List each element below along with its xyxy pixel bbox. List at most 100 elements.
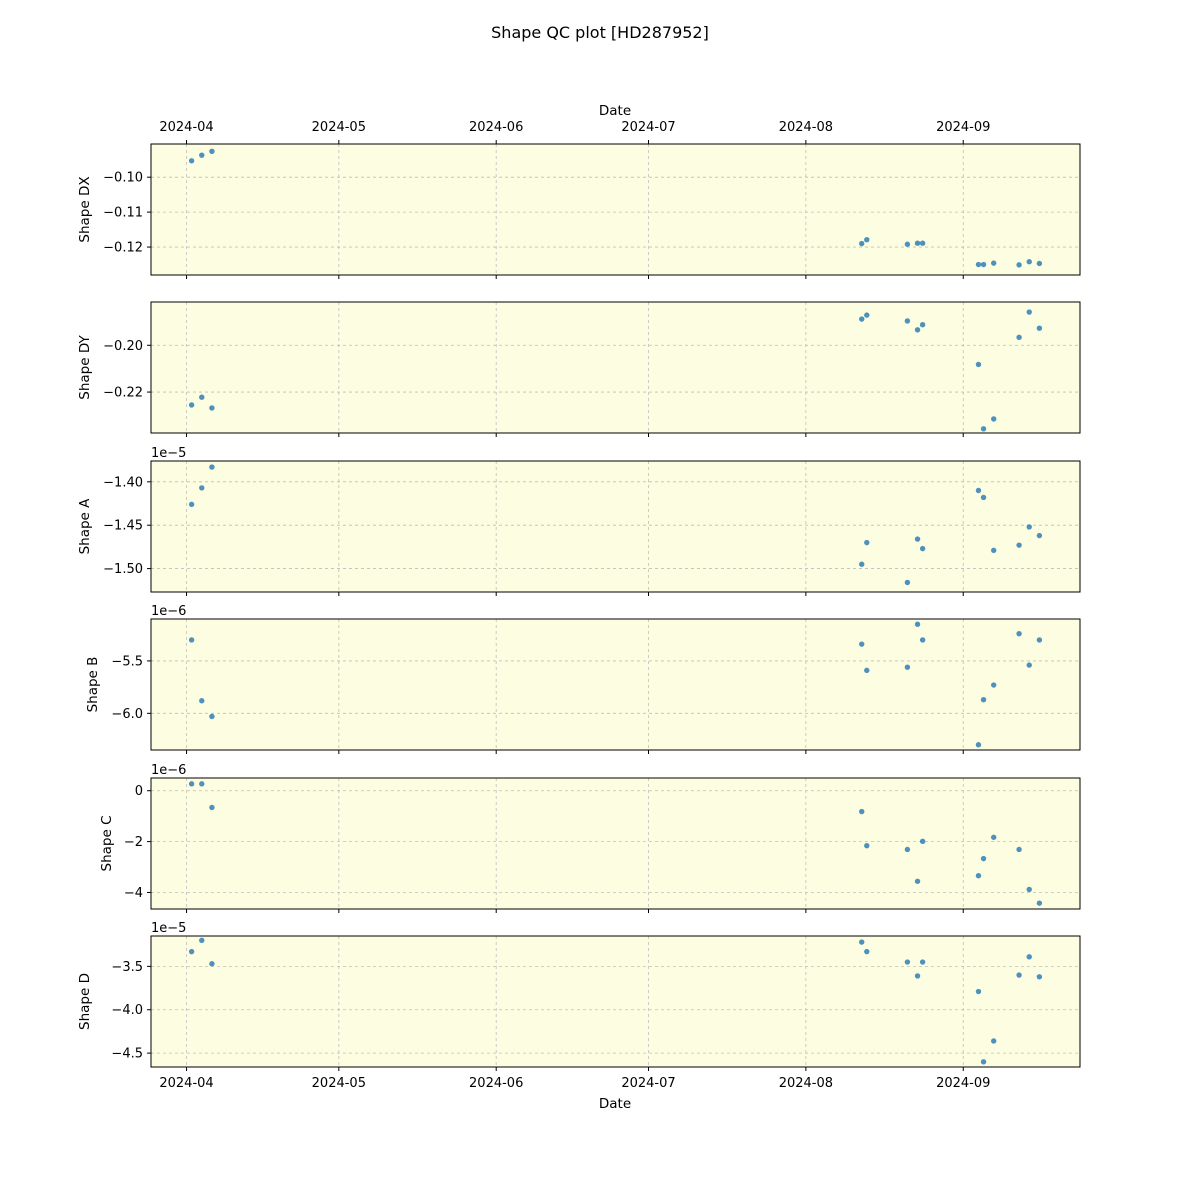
data-point: [990, 834, 997, 840]
panel-background: [151, 936, 1080, 1067]
panel-background: [151, 619, 1080, 750]
panel-background: [151, 778, 1080, 909]
y-axis-label: Shape D: [77, 973, 93, 1030]
data-point: [919, 240, 926, 246]
y-tick-label: −6.0: [111, 707, 143, 722]
data-point: [1036, 260, 1043, 267]
data-point: [904, 318, 911, 324]
panel-shape-a: −1.50 −1.45 −1.40 Shape A 1e−5: [77, 446, 1081, 596]
data-point: [904, 959, 911, 965]
y-axis-label: Shape C: [99, 816, 115, 872]
panel-background: [151, 461, 1080, 592]
data-point: [980, 426, 987, 432]
y-tick-label: −1.45: [103, 519, 143, 534]
data-point: [1016, 972, 1022, 978]
data-point: [864, 539, 870, 546]
x-tick-label: 2024-04: [159, 1076, 213, 1091]
data-point: [188, 402, 195, 408]
data-point: [975, 872, 982, 879]
data-point: [864, 842, 870, 849]
data-point: [1026, 954, 1032, 960]
x-tick-label-top: 2024-06: [469, 120, 523, 135]
data-point: [914, 878, 921, 884]
panel-shape-b: −6.0 −5.5 Shape B 1e−6: [85, 604, 1081, 754]
x-tick-label: 2024-08: [779, 1076, 833, 1091]
data-point: [914, 536, 921, 542]
panel-frame: [150, 143, 1081, 276]
data-point: [864, 948, 870, 955]
y-tick-label: −0.10: [103, 171, 143, 186]
data-point: [980, 1059, 987, 1065]
x-tick-label-top: 2024-08: [779, 120, 833, 135]
data-point: [904, 846, 911, 853]
data-point: [980, 855, 987, 862]
data-point: [188, 158, 195, 164]
x-tick-label: 2024-06: [469, 1076, 523, 1091]
data-point: [919, 545, 926, 552]
data-point: [1036, 974, 1043, 980]
y-axis-label: Shape B: [85, 657, 101, 713]
data-point: [990, 682, 997, 688]
bottom-x-axis-label: Date: [599, 1096, 631, 1112]
data-point: [209, 464, 215, 470]
data-point: [199, 394, 205, 400]
data-point: [975, 261, 982, 268]
data-point: [188, 637, 195, 643]
y-tick-label: −1.40: [103, 475, 143, 490]
x-tick-label: 2024-07: [621, 1076, 675, 1091]
data-point: [1016, 334, 1022, 341]
y-offset-text: 1e−6: [151, 604, 186, 619]
data-point: [975, 742, 982, 748]
data-point: [1026, 524, 1032, 530]
y-tick-label: −0.12: [103, 241, 143, 256]
panel-shape-dx: −0.12 −0.11 −0.10 2024-04 2024-05 2024-06 2024…: [77, 120, 1081, 279]
x-tick-label-top: 2024-05: [312, 120, 366, 135]
data-point: [990, 1038, 997, 1044]
panel-background: [151, 302, 1080, 433]
panel-shape-d: −4.5 −4.0 −3.5 2024-04 2024-05 2024-06 2024-07…: [77, 921, 1081, 1091]
y-tick-label: −0.22: [103, 386, 143, 401]
y-axis-label: Shape A: [77, 498, 93, 555]
data-point: [919, 959, 926, 965]
data-point: [1016, 846, 1022, 853]
y-offset-text: 1e−5: [151, 446, 186, 461]
data-point: [199, 152, 205, 158]
y-tick-label: 0: [135, 784, 143, 799]
y-axis-label: Shape DX: [77, 176, 93, 242]
data-point: [914, 240, 921, 246]
data-point: [199, 937, 205, 944]
data-point: [859, 939, 865, 945]
y-tick-label: −3.5: [111, 960, 143, 975]
data-point: [1026, 309, 1032, 315]
y-offset-text: 1e−5: [151, 921, 186, 936]
data-point: [209, 148, 215, 155]
data-point: [864, 237, 870, 243]
data-point: [975, 988, 982, 995]
data-point: [209, 804, 215, 811]
x-tick-label-top: 2024-04: [159, 120, 213, 135]
data-point: [914, 621, 921, 627]
data-point: [188, 501, 195, 508]
data-point: [980, 494, 987, 501]
panel-background: [151, 144, 1080, 275]
data-point: [980, 261, 987, 268]
panel-frame: [150, 935, 1081, 1068]
data-point: [1016, 542, 1022, 548]
panel-shape-c: −4 −2 0 Shape C 1e−6: [99, 763, 1081, 913]
data-point: [864, 312, 870, 318]
x-tick-label: 2024-09: [936, 1076, 990, 1091]
data-point: [1016, 262, 1022, 268]
y-axis-label: Shape DY: [77, 335, 93, 400]
data-point: [859, 641, 865, 647]
panel-frame: [150, 460, 1081, 593]
x-tick-label-top: 2024-07: [621, 120, 675, 135]
data-point: [904, 664, 911, 670]
data-point: [859, 316, 865, 322]
data-point: [919, 321, 926, 328]
data-point: [859, 561, 865, 567]
panel-frame: [150, 777, 1081, 910]
data-point: [1026, 662, 1032, 668]
data-point: [209, 405, 215, 411]
panel-frame: [150, 618, 1081, 751]
